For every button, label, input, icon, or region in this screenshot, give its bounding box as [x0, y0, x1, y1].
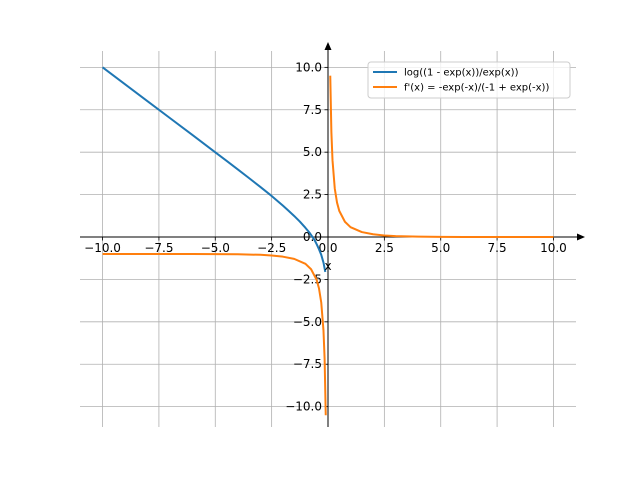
series-lines: [101, 66, 554, 416]
y-tick-label: −10.0: [285, 400, 322, 414]
legend: log((1 - exp(x))/exp(x)) f'(x) = -exp(-x)…: [367, 61, 571, 99]
y-axis-arrow: [324, 42, 332, 50]
legend-box: [367, 61, 571, 99]
y-tick-label: 2.5: [303, 188, 322, 202]
x-tick-label: −2.5: [257, 241, 286, 255]
x-tick-label: 7.5: [488, 241, 507, 255]
x-tick-label: −10.0: [84, 241, 121, 255]
x-tick-label: 0.0: [318, 241, 337, 255]
x-tick-label: 10.0: [540, 241, 567, 255]
x-tick-label: 5.0: [431, 241, 450, 255]
x-tick-label: −5.0: [201, 241, 230, 255]
y-tick-label: 7.5: [303, 103, 322, 117]
x-axis-label: x: [324, 259, 331, 273]
x-tick-label: 2.5: [375, 241, 394, 255]
y-tick-label: 5.0: [303, 145, 322, 159]
x-ticks: −10.0 −7.5 −5.0 −2.5 0.0 2.5 5.0 7.5 10.0: [84, 237, 567, 255]
series-line-2: [102, 252, 327, 416]
x-tick-label: −7.5: [144, 241, 173, 255]
legend-entry-2: f'(x) = -exp(-x)/(-1 + exp(-x)): [404, 83, 549, 94]
series-line-2-right-branch: [329, 75, 554, 238]
legend-entry-1: log((1 - exp(x))/exp(x)): [404, 68, 519, 79]
y-tick-label: −7.5: [293, 357, 322, 371]
x-axis-arrow: [577, 233, 585, 241]
y-tick-label: −5.0: [293, 315, 322, 329]
series-line-1: [101, 66, 327, 273]
y-tick-label: 10.0: [295, 60, 322, 74]
axes: [80, 42, 585, 427]
y-ticks: −10.0−7.5−5.0−2.50.02.55.07.510.0: [285, 60, 328, 414]
